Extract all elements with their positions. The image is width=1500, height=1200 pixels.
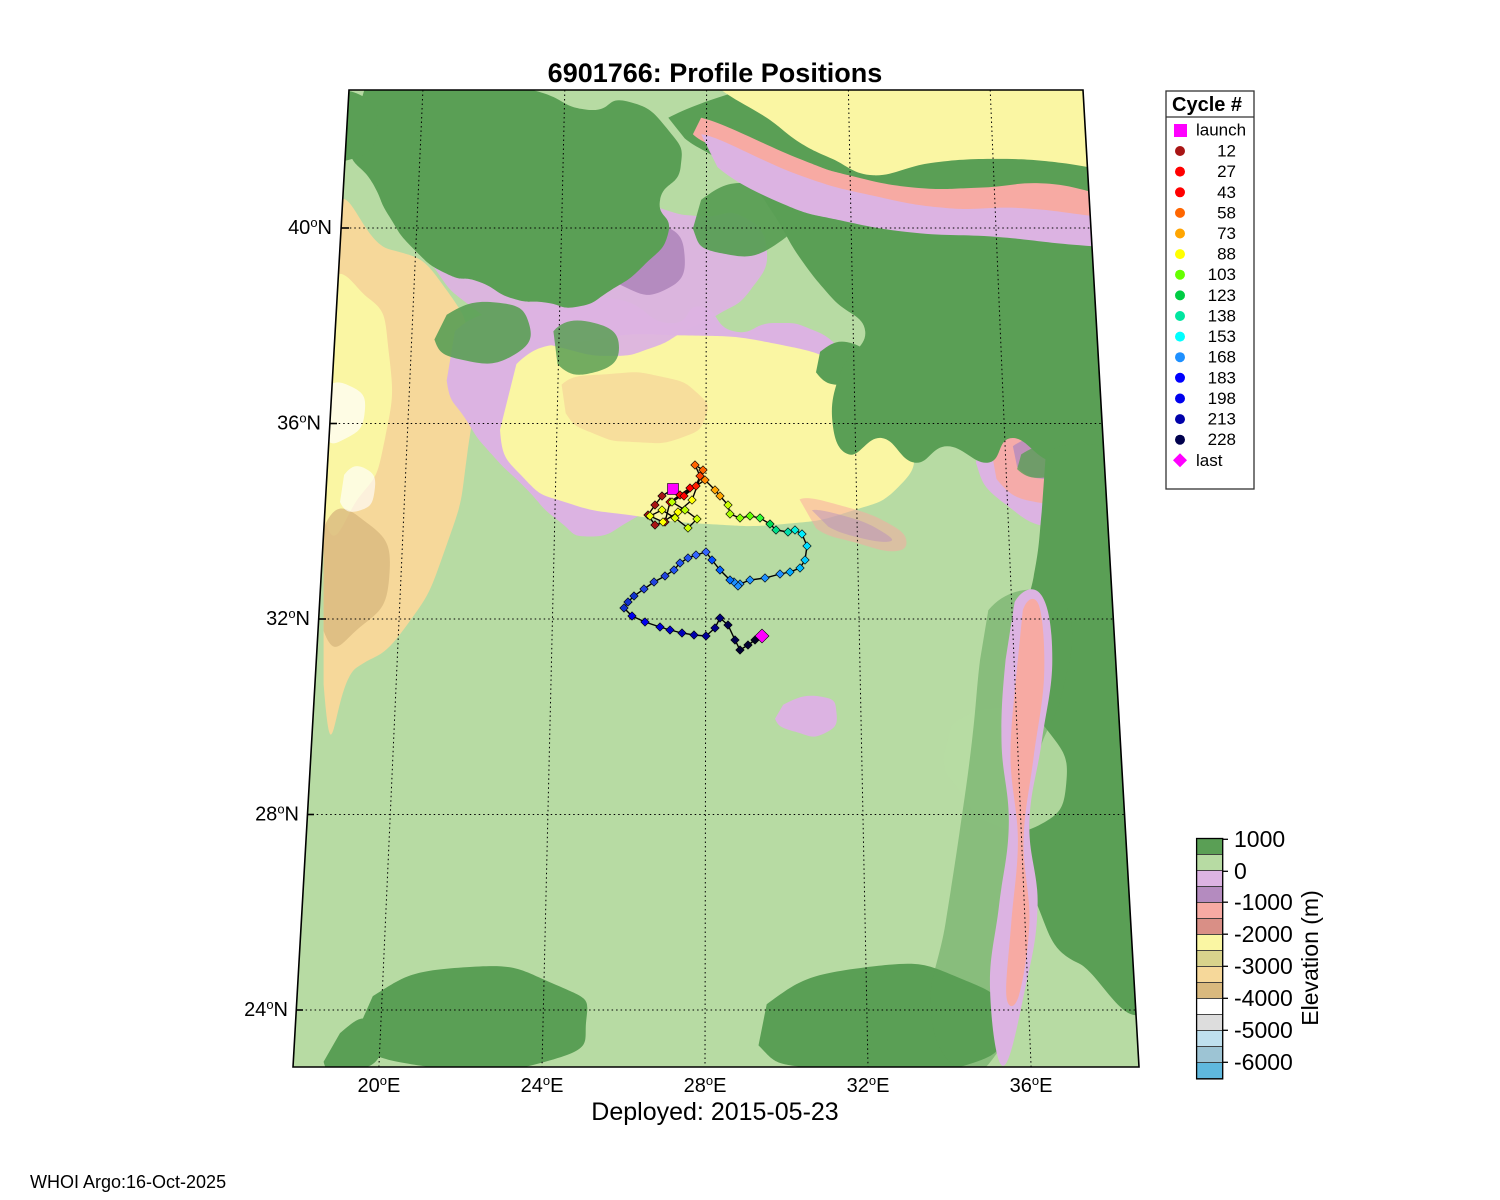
svg-text:-5000: -5000	[1234, 1017, 1293, 1043]
svg-text:73: 73	[1217, 224, 1236, 243]
svg-text:28oE: 28oE	[684, 1073, 727, 1098]
svg-text:launch: launch	[1196, 121, 1246, 140]
svg-text:40oN: 40oN	[288, 215, 332, 240]
svg-text:20oE: 20oE	[357, 1073, 400, 1098]
svg-text:198: 198	[1208, 389, 1236, 408]
svg-text:228: 228	[1208, 430, 1236, 449]
svg-text:32oN: 32oN	[266, 606, 310, 631]
svg-text:-4000: -4000	[1234, 985, 1293, 1011]
svg-text:36oE: 36oE	[1010, 1073, 1053, 1098]
svg-text:123: 123	[1208, 286, 1236, 305]
svg-text:-1000: -1000	[1234, 889, 1293, 915]
svg-text:1000: 1000	[1234, 826, 1285, 852]
svg-text:24oE: 24oE	[521, 1073, 564, 1098]
svg-text:183: 183	[1208, 368, 1236, 387]
svg-text:213: 213	[1208, 410, 1236, 429]
svg-text:28oN: 28oN	[255, 801, 299, 826]
svg-text:168: 168	[1208, 348, 1236, 367]
svg-text:Elevation (m): Elevation (m)	[1297, 890, 1323, 1025]
svg-text:0: 0	[1234, 858, 1247, 884]
svg-text:88: 88	[1217, 245, 1236, 264]
svg-text:-6000: -6000	[1234, 1049, 1293, 1075]
svg-text:12: 12	[1217, 142, 1236, 161]
svg-text:24oN: 24oN	[244, 997, 288, 1022]
svg-text:103: 103	[1208, 265, 1236, 284]
svg-text:-2000: -2000	[1234, 921, 1293, 947]
svg-text:138: 138	[1208, 307, 1236, 326]
svg-text:-3000: -3000	[1234, 953, 1293, 979]
svg-text:Cycle #: Cycle #	[1172, 94, 1242, 116]
svg-text:58: 58	[1217, 203, 1236, 222]
svg-text:43: 43	[1217, 183, 1236, 202]
svg-text:27: 27	[1217, 162, 1236, 181]
svg-text:153: 153	[1208, 327, 1236, 346]
svg-text:36oN: 36oN	[277, 410, 321, 435]
svg-text:32oE: 32oE	[847, 1073, 890, 1098]
svg-text:last: last	[1196, 451, 1223, 470]
